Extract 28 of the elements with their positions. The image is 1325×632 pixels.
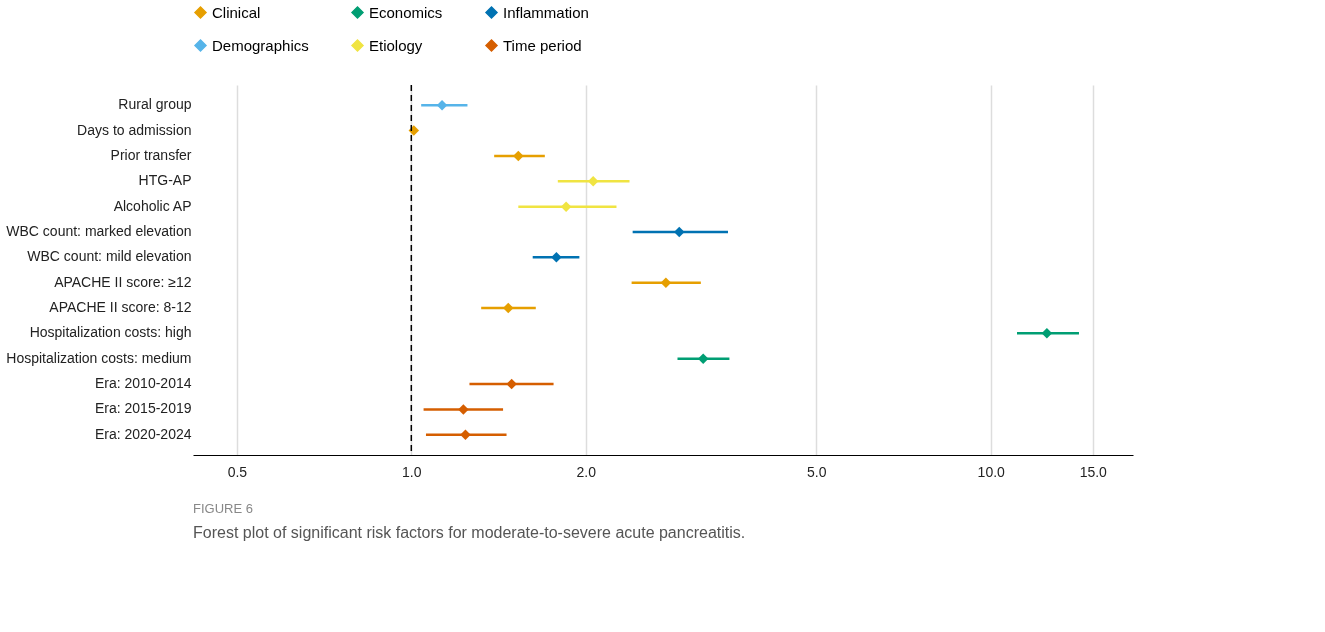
- caption: FIGURE 6: [193, 501, 253, 516]
- y-tick-label: Era: 2020-2024: [94, 425, 192, 442]
- x-tick-label: 10.0: [977, 463, 1006, 480]
- x-tick-label: 5.0: [807, 463, 827, 480]
- legend-label: Economics: [369, 3, 443, 21]
- x-tick-label: 0.5: [227, 463, 248, 480]
- legend-label: Demographics: [212, 36, 309, 54]
- y-tick-label: HTG-AP: [138, 172, 192, 189]
- y-tick-label: Rural group: [118, 96, 192, 113]
- y-tick-label: WBC count: mild elevation: [27, 248, 192, 265]
- y-tick-label: Era: 2015-2019: [94, 400, 192, 417]
- x-tick-label: 15.0: [1079, 463, 1108, 480]
- text: Forest plot of significant risk factors for moderate-to-severe acute pancreatitis.: [193, 524, 746, 541]
- legend-label: Inflammation: [503, 3, 589, 21]
- y-tick-label: Days to admission: [77, 121, 192, 138]
- y-tick-label: Prior transfer: [110, 146, 192, 163]
- x-tick-label: 1.0: [402, 463, 422, 480]
- y-tick-label: WBC count: marked elevation: [6, 222, 192, 239]
- legend-label: Etiology: [369, 36, 423, 54]
- y-tick-label: Hospitalization costs: high: [29, 324, 192, 341]
- y-tick-label: APACHE II score: ≥12: [54, 273, 192, 290]
- y-tick-label: Alcoholic AP: [113, 197, 192, 214]
- x-tick-label: 2.0: [576, 463, 597, 480]
- y-tick-label: APACHE II score: 8-12: [49, 299, 192, 316]
- legend-label: Time period: [503, 36, 582, 54]
- legend-label: Clinical: [212, 3, 261, 21]
- y-tick-label: Era: 2010-2014: [94, 375, 192, 392]
- y-tick-label: Hospitalization costs: medium: [6, 349, 192, 366]
